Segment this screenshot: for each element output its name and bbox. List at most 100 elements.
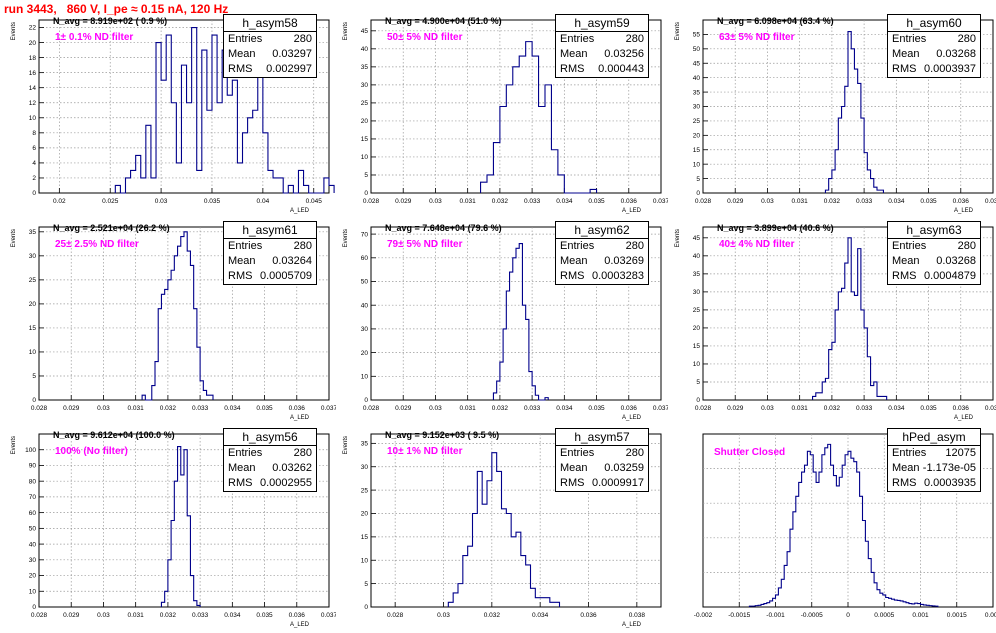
x-tick-label: 0.037 xyxy=(985,198,996,205)
filter-label: 50± 5% ND filter xyxy=(387,32,463,43)
stats-key: Entries xyxy=(228,33,263,45)
stats-value: 280 xyxy=(293,33,312,45)
n-avg-label: N_avg = 6.098e+04 (63.4 %) xyxy=(717,16,834,26)
stats-value: 0.0003935 xyxy=(924,477,976,489)
x-axis-label: A_LED xyxy=(954,208,974,214)
x-tick-label: -0.001 xyxy=(766,612,785,619)
y-tick-label: 30 xyxy=(361,326,369,333)
stats-key: Entries xyxy=(560,33,595,45)
stats-row-mean: Mean 0.03256 xyxy=(556,47,648,62)
n-avg-label: N_avg = 9.612e+04 (100.0 %) xyxy=(53,430,175,440)
stats-value: 0.002997 xyxy=(266,63,312,75)
y-tick-label: 30 xyxy=(693,289,701,296)
stats-row-rms: RMS 0.0002955 xyxy=(224,476,316,491)
x-tick-label: 0.03 xyxy=(761,405,774,412)
y-tick-label: 35 xyxy=(29,229,37,236)
y-tick-label: 15 xyxy=(693,147,701,154)
y-tick-label: 5 xyxy=(364,172,368,179)
stats-key: RMS xyxy=(892,63,917,75)
filter-label: 79± 5% ND filter xyxy=(387,239,463,250)
histogram-line xyxy=(160,446,201,607)
x-tick-label: 0.029 xyxy=(395,405,412,412)
stats-value: 0.03269 xyxy=(604,255,644,267)
y-tick-label: 0 xyxy=(32,604,36,611)
histogram-line xyxy=(748,443,939,607)
y-tick-label: 20 xyxy=(29,40,37,47)
y-axis-label: Events xyxy=(343,229,349,247)
x-axis-label: A_LED xyxy=(622,208,642,214)
y-tick-label: 25 xyxy=(29,277,37,284)
x-tick-label: 0.02 xyxy=(53,198,66,205)
y-tick-label: 35 xyxy=(693,271,701,278)
stats-value: 280 xyxy=(957,33,976,45)
stats-value: 12075 xyxy=(945,447,976,459)
stats-value: 0.0003283 xyxy=(592,270,644,282)
stats-value: 280 xyxy=(625,240,644,252)
y-tick-label: 0 xyxy=(32,397,36,404)
x-tick-label: 0.045 xyxy=(306,198,323,205)
stats-key: RMS xyxy=(892,270,917,282)
y-tick-label: 10 xyxy=(29,349,37,356)
y-tick-label: 0 xyxy=(696,397,700,404)
stats-box: h_asym57 Entries 280 Mean 0.03259 RMS 0.000991… xyxy=(555,428,649,492)
stats-box: h_asym59 Entries 280 Mean 0.03256 RMS 0.000443 xyxy=(555,14,649,78)
x-tick-label: 0.031 xyxy=(460,405,477,412)
stats-row-entries: Entries 280 xyxy=(556,32,648,47)
x-tick-label: 0.035 xyxy=(256,405,273,412)
filter-label: 25± 2.5% ND filter xyxy=(55,239,139,250)
y-tick-label: 0 xyxy=(364,604,368,611)
y-tick-label: 50 xyxy=(29,526,37,533)
y-tick-label: 25 xyxy=(693,307,701,314)
x-tick-label: 0.0015 xyxy=(947,612,967,619)
x-tick-label: 0.033 xyxy=(524,198,541,205)
x-tick-label: 0.031 xyxy=(792,198,809,205)
stats-row-mean: Mean -1.173e-05 xyxy=(888,461,980,476)
stats-key: Mean xyxy=(892,255,920,267)
y-tick-label: 15 xyxy=(29,325,37,332)
histogram-name: h_asym56 xyxy=(224,429,316,446)
y-tick-label: 30 xyxy=(29,557,37,564)
y-tick-label: 25 xyxy=(361,487,369,494)
x-tick-label: 0.029 xyxy=(727,198,744,205)
y-tick-label: 20 xyxy=(29,573,37,580)
stats-key: RMS xyxy=(228,477,253,489)
x-tick-label: 0.03 xyxy=(97,612,110,619)
y-tick-label: 40 xyxy=(361,46,369,53)
stats-row-entries: Entries 280 xyxy=(888,32,980,47)
stats-row-mean: Mean 0.03264 xyxy=(224,254,316,269)
stats-key: Entries xyxy=(892,447,927,459)
y-tick-label: 30 xyxy=(693,104,701,111)
histogram-line xyxy=(114,26,335,194)
y-tick-label: 0 xyxy=(696,190,700,197)
y-tick-label: 20 xyxy=(693,133,701,140)
stats-value: 0.03268 xyxy=(936,48,976,60)
stats-value: 280 xyxy=(625,33,644,45)
x-tick-label: 0.001 xyxy=(912,612,929,619)
h_asym63-panel: 0.028 0.029 0.03 0.031 0.032 0.033 0.034 0.035 0… xyxy=(668,219,996,426)
y-tick-label: 40 xyxy=(693,75,701,82)
stats-box: hPed_asym Entries 12075 Mean -1.173e-05 RMS 0.… xyxy=(887,428,981,492)
y-tick-label: 20 xyxy=(693,325,701,332)
n-avg-label: N_avg = 3.899e+04 (40.6 %) xyxy=(717,223,834,233)
histogram-name: h_asym60 xyxy=(888,15,980,32)
x-axis-label: A_LED xyxy=(290,415,310,421)
y-tick-label: 70 xyxy=(29,494,37,501)
x-tick-label: 0.032 xyxy=(160,612,177,619)
stats-key: Entries xyxy=(228,240,263,252)
x-tick-label: 0.03 xyxy=(155,198,168,205)
stats-row-mean: Mean 0.03297 xyxy=(224,47,316,62)
n-avg-label: N_avg = 8.919e+02 ( 0.9 %) xyxy=(53,16,168,26)
stats-row-entries: Entries 280 xyxy=(888,239,980,254)
histogram-name: h_asym59 xyxy=(556,15,648,32)
filter-label: Shutter Closed xyxy=(714,447,786,458)
x-tick-label: 0.034 xyxy=(556,405,573,412)
y-tick-label: 0 xyxy=(364,397,368,404)
stats-value: 0.03297 xyxy=(272,48,312,60)
y-tick-label: 45 xyxy=(361,28,369,35)
y-tick-label: 6 xyxy=(32,145,36,152)
y-tick-label: 20 xyxy=(361,118,369,125)
x-tick-label: 0.028 xyxy=(31,405,48,412)
y-tick-label: 15 xyxy=(693,343,701,350)
stats-box: h_asym56 Entries 280 Mean 0.03262 RMS 0.000295… xyxy=(223,428,317,492)
x-tick-label: 0.03 xyxy=(97,405,110,412)
